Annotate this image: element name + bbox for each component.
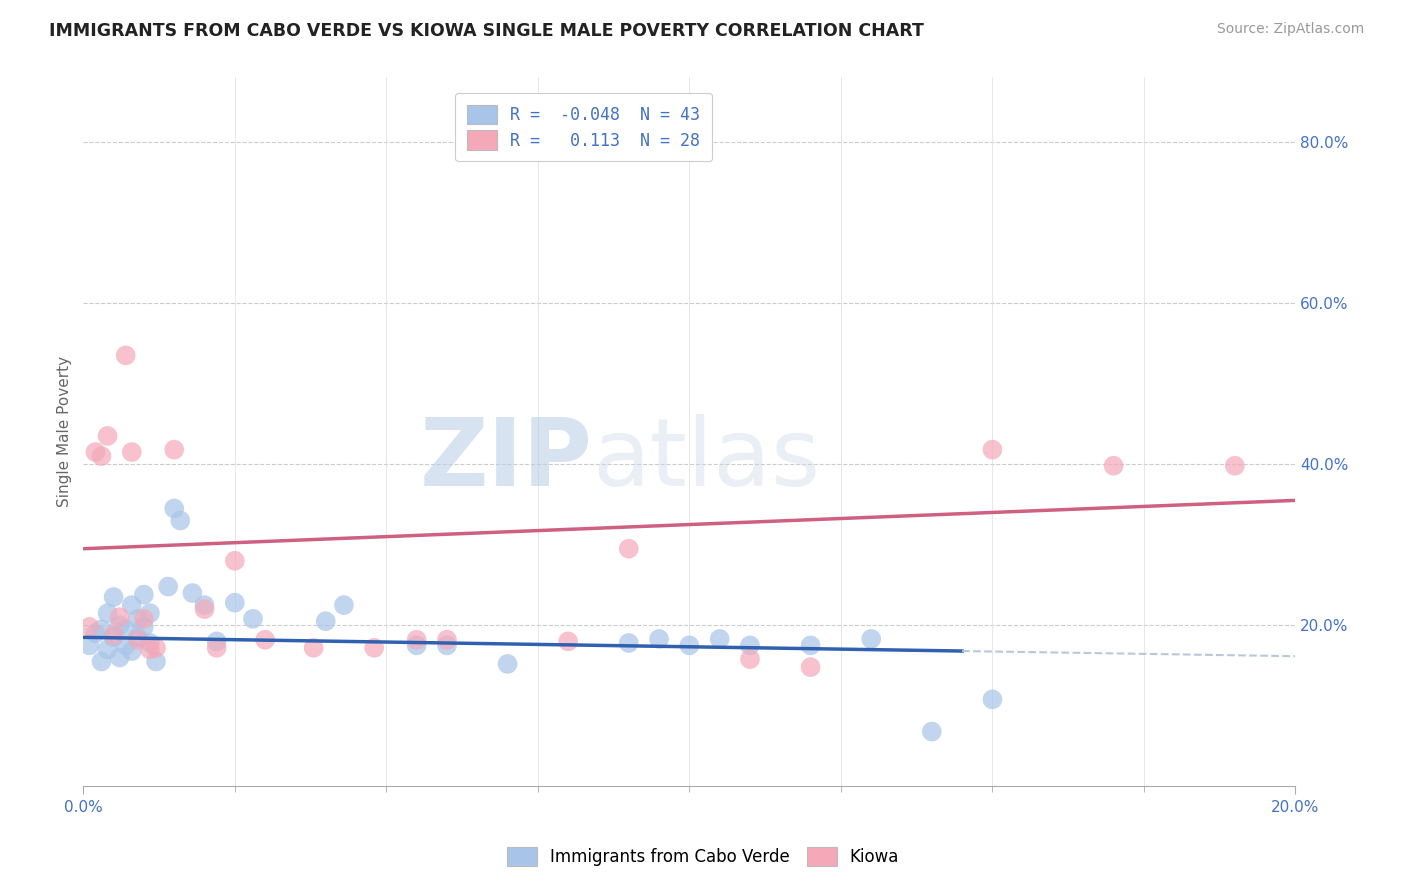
Point [127,630,149,644]
Point [224,554,246,568]
Point [738,639,761,653]
Point [90,622,112,636]
Point [405,639,427,653]
Point [315,614,337,628]
Y-axis label: Single Male Poverty: Single Male Poverty [58,356,72,508]
Point [121,598,143,612]
Point [84,626,107,640]
Text: IMMIGRANTS FROM CABO VERDE VS KIOWA SINGLE MALE POVERTY CORRELATION CHART: IMMIGRANTS FROM CABO VERDE VS KIOWA SING… [49,22,924,40]
Point [96,642,118,657]
Point [981,692,1004,706]
Point [800,660,823,674]
Point [114,622,136,636]
Point [709,632,731,646]
Point [181,586,204,600]
Point [108,618,131,632]
Point [921,724,943,739]
Point [132,588,155,602]
Point [157,580,180,594]
Text: atlas: atlas [592,414,821,507]
Point [302,640,325,655]
Point [405,632,427,647]
Point [224,596,246,610]
Point [90,449,112,463]
Point [193,598,215,612]
Point [648,632,671,646]
Point [103,628,125,642]
Legend: R =  -0.048  N = 43, R =   0.113  N = 28: R = -0.048 N = 43, R = 0.113 N = 28 [456,93,711,161]
Point [860,632,883,646]
Point [79,620,101,634]
Point [96,429,118,443]
Point [163,501,186,516]
Legend: Immigrants from Cabo Verde, Kiowa: Immigrants from Cabo Verde, Kiowa [499,838,907,875]
Point [436,632,458,647]
Point [617,541,640,556]
Point [800,639,823,653]
Point [79,639,101,653]
Point [139,642,162,657]
Point [108,650,131,665]
Point [96,606,118,620]
Point [333,598,356,612]
Point [127,632,149,647]
Point [84,445,107,459]
Point [114,348,136,362]
Point [127,612,149,626]
Point [254,632,277,647]
Point [242,612,264,626]
Point [678,639,700,653]
Point [103,630,125,644]
Point [139,606,162,620]
Point [103,590,125,604]
Point [121,644,143,658]
Text: Source: ZipAtlas.com: Source: ZipAtlas.com [1216,22,1364,37]
Point [617,636,640,650]
Point [981,442,1004,457]
Text: ZIP: ZIP [419,414,592,507]
Point [1102,458,1125,473]
Point [163,442,186,457]
Point [738,652,761,666]
Point [205,640,228,655]
Point [205,634,228,648]
Point [436,639,458,653]
Point [108,610,131,624]
Point [496,657,519,671]
Point [90,655,112,669]
Point [557,634,579,648]
Point [121,445,143,459]
Point [132,612,155,626]
Point [114,639,136,653]
Point [139,636,162,650]
Point [1223,458,1246,473]
Point [145,655,167,669]
Point [132,620,155,634]
Point [169,514,191,528]
Point [145,640,167,655]
Point [363,640,385,655]
Point [193,602,215,616]
